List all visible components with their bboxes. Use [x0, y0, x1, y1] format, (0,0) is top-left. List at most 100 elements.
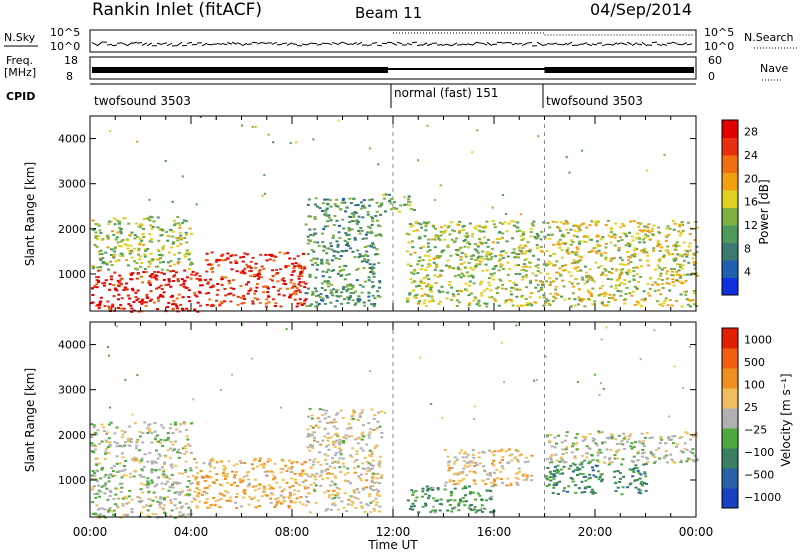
- heatmap-cell: [604, 269, 608, 272]
- heatmap-cell: [489, 289, 493, 292]
- heatmap-cell: [586, 289, 590, 292]
- heatmap-cell: [646, 235, 650, 238]
- heatmap-cell: [472, 470, 476, 473]
- heatmap-cell: [455, 237, 459, 240]
- heatmap-cell: [232, 294, 236, 297]
- heatmap-cell: [421, 505, 425, 508]
- heatmap-cell: [196, 310, 200, 313]
- nsky-trace-seg: [121, 42, 128, 46]
- heatmap-cell: [508, 268, 512, 271]
- heatmap-cell: [190, 451, 193, 454]
- heatmap-cell: [491, 206, 494, 209]
- heatmap-cell: [159, 228, 163, 231]
- heatmap-cell: [549, 292, 552, 295]
- heatmap-cell: [583, 305, 587, 308]
- heatmap-cell: [342, 298, 346, 301]
- heatmap-cell: [145, 301, 149, 304]
- heatmap-cell: [563, 439, 567, 442]
- heatmap-cell: [369, 468, 373, 471]
- heatmap-cell: [130, 310, 133, 313]
- heatmap-cell: [483, 470, 487, 473]
- heatmap-cell: [162, 469, 166, 472]
- y-tick-label: 1000: [58, 268, 86, 281]
- heatmap-cell: [477, 255, 481, 258]
- heatmap-cell: [309, 239, 313, 242]
- heatmap-cell: [418, 260, 421, 263]
- heatmap-cell: [670, 270, 674, 273]
- heatmap-cell: [673, 435, 677, 437]
- heatmap-cell: [657, 243, 661, 246]
- heatmap-cell: [272, 474, 276, 477]
- heatmap-cell: [581, 466, 585, 469]
- heatmap-cell: [594, 246, 598, 249]
- heatmap-cell: [638, 440, 641, 443]
- heatmap-cell: [411, 246, 415, 249]
- heatmap-cell: [115, 218, 119, 221]
- heatmap-cell: [133, 234, 137, 236]
- heatmap-cell: [561, 459, 565, 462]
- heatmap-cell: [161, 295, 165, 298]
- heatmap-cell: [103, 458, 107, 461]
- heatmap-cell: [133, 247, 137, 250]
- heatmap-cell: [292, 292, 296, 295]
- heatmap-cell: [610, 227, 614, 230]
- heatmap-cell: [501, 249, 505, 252]
- heatmap-cell: [478, 304, 482, 307]
- heatmap-cell: [632, 220, 636, 223]
- heatmap-cell: [103, 284, 106, 287]
- heatmap-cell: [586, 485, 590, 488]
- heatmap-cell: [311, 293, 314, 296]
- heatmap-cell: [297, 277, 301, 280]
- heatmap-cell: [569, 305, 573, 308]
- heatmap-cell: [147, 280, 151, 283]
- heatmap-cell: [276, 497, 280, 500]
- heatmap-cell: [134, 291, 138, 294]
- heatmap-cell: [610, 272, 614, 275]
- heatmap-cell: [375, 210, 379, 213]
- heatmap-cell: [483, 302, 487, 305]
- heatmap-cell: [368, 226, 372, 229]
- heatmap-cell: [146, 481, 150, 484]
- heatmap-cell: [620, 239, 624, 241]
- heatmap-cell: [565, 249, 569, 252]
- heatmap-cell: [99, 490, 103, 493]
- heatmap-cell: [325, 472, 329, 475]
- heatmap-cell: [431, 298, 435, 301]
- heatmap-cell: [643, 436, 647, 439]
- heatmap-cell: [459, 263, 463, 266]
- heatmap-cell: [526, 301, 530, 304]
- heatmap-cell: [239, 481, 243, 484]
- heatmap-cell: [378, 281, 382, 284]
- heatmap-cell: [300, 275, 304, 278]
- heatmap-cell: [288, 296, 292, 299]
- heatmap-cell: [642, 229, 646, 232]
- y-tick-label: 3000: [58, 384, 86, 397]
- heatmap-cell: [574, 491, 578, 494]
- heatmap-cell: [540, 230, 544, 233]
- heatmap-cell: [501, 236, 504, 239]
- heatmap-cell: [633, 304, 637, 306]
- heatmap-cell: [181, 175, 184, 178]
- heatmap-cell: [644, 463, 648, 465]
- heatmap-cell: [613, 470, 617, 473]
- heatmap-cell: [590, 295, 593, 297]
- heatmap-cell: [553, 446, 557, 449]
- heatmap-cell: [378, 494, 381, 497]
- heatmap-cell: [130, 307, 134, 310]
- freq-strip-trace: [92, 67, 694, 73]
- heatmap-cell: [596, 234, 599, 237]
- freq-tick-bottom: 8: [66, 70, 73, 83]
- heatmap-cell: [368, 454, 371, 457]
- heatmap-cell: [97, 250, 101, 253]
- heatmap-cell: [106, 498, 110, 501]
- heatmap-cell: [382, 193, 385, 196]
- heatmap-cell: [429, 511, 433, 513]
- heatmap-cell: [378, 280, 382, 283]
- heatmap-cell: [456, 473, 460, 476]
- heatmap-cell: [188, 252, 192, 254]
- heatmap-cell: [150, 276, 154, 279]
- heatmap-cell: [620, 439, 624, 442]
- heatmap-cell: [642, 440, 646, 443]
- heatmap-cell: [266, 291, 270, 294]
- heatmap-cell: [689, 273, 693, 276]
